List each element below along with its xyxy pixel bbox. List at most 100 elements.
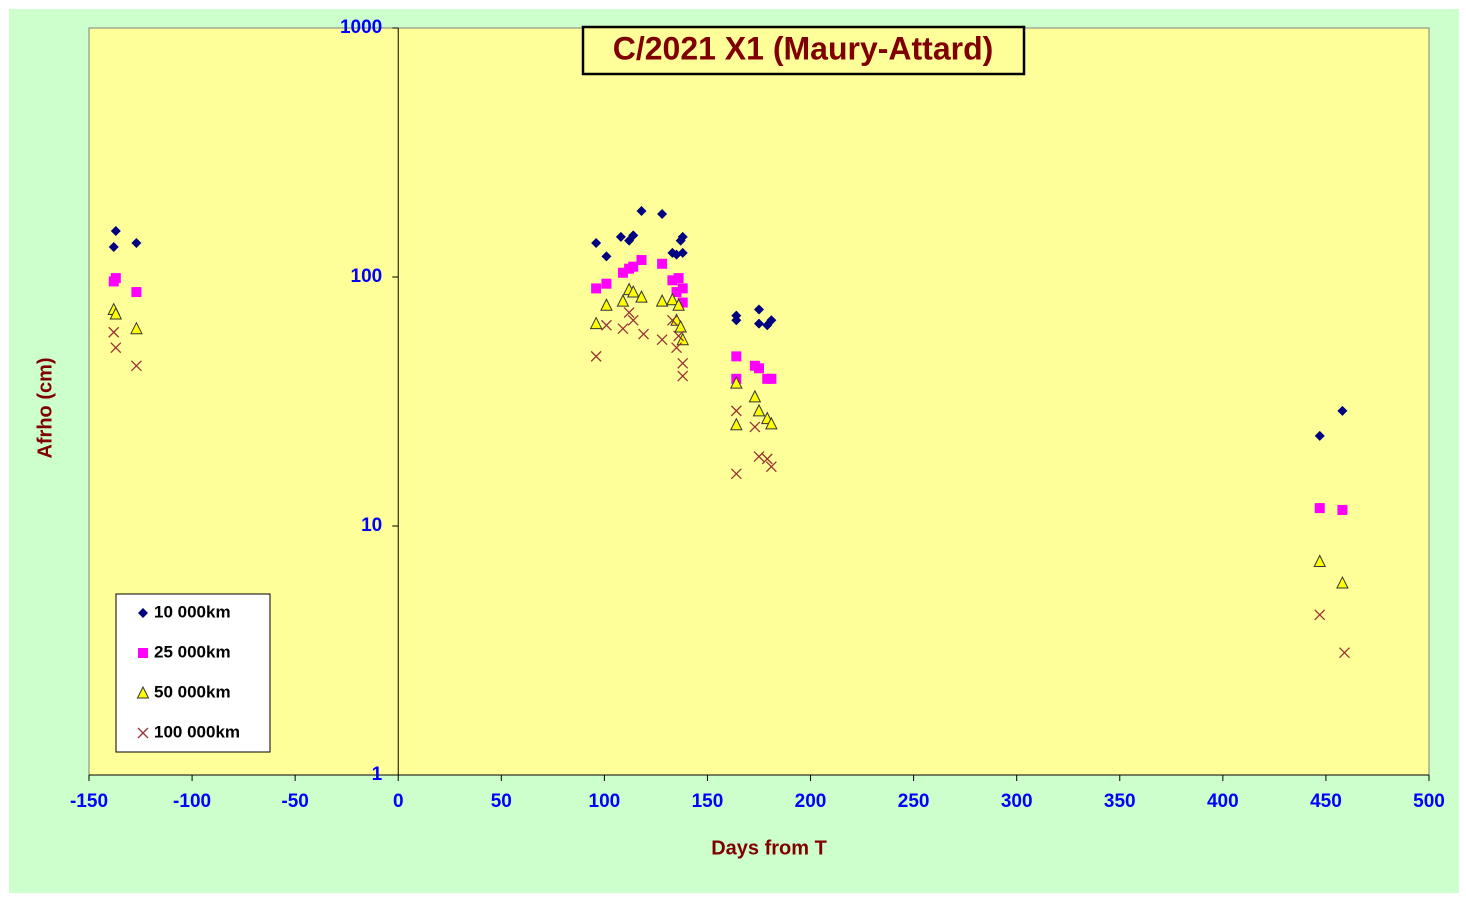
marker-x (765, 461, 777, 473)
legend-label: 100 000km (154, 722, 240, 741)
marker-triangle (130, 321, 143, 335)
marker-x (1314, 609, 1326, 621)
y-tick-label: 1 (372, 764, 383, 785)
marker-triangle (730, 375, 743, 389)
marker-triangle (616, 294, 630, 307)
marker-triangle (109, 306, 123, 320)
marker-square (657, 258, 668, 269)
marker-diamond (677, 247, 688, 258)
marker-x (677, 370, 689, 382)
marker-x (677, 357, 689, 369)
marker-diamond (131, 237, 142, 248)
marker-diamond (110, 226, 121, 237)
marker-triangle (1336, 575, 1349, 589)
marker-x (753, 451, 765, 463)
legend-label: 50 000km (154, 682, 231, 701)
marker-triangle (600, 298, 613, 311)
marker-triangle (730, 417, 743, 431)
marker-square (636, 255, 647, 266)
marker-diamond (1314, 430, 1325, 441)
marker-triangle (748, 389, 762, 403)
x-tick-label: 0 (393, 791, 404, 812)
marker-x (673, 330, 685, 342)
x-tick-label: 500 (1413, 791, 1445, 812)
marker-square (617, 267, 628, 278)
marker-x (666, 314, 678, 326)
marker-diamond (108, 241, 119, 252)
x-tick-label: 450 (1310, 791, 1342, 812)
marker-x (590, 350, 602, 362)
marker-square (673, 273, 684, 284)
marker-x (749, 421, 761, 433)
x-tick-label: 350 (1104, 791, 1136, 812)
legend (115, 593, 271, 753)
marker-x (600, 319, 612, 331)
marker-x (617, 323, 629, 335)
marker-x (638, 328, 650, 340)
x-tick-label: 250 (898, 791, 930, 812)
marker-square (1314, 503, 1325, 514)
marker-x (130, 360, 142, 372)
title-box (581, 25, 1026, 76)
legend-label: 25 000km (154, 642, 231, 661)
marker-square (110, 273, 121, 284)
marker-diamond (667, 247, 678, 258)
marker-diamond (754, 318, 764, 329)
marker-x (761, 453, 773, 465)
marker-square (671, 287, 682, 298)
x-tick-label: 100 (589, 791, 621, 812)
x-tick-label: -100 (173, 791, 211, 812)
y-tick-label: 10 (361, 515, 382, 536)
x-tick-label: -50 (281, 791, 308, 812)
marker-square (131, 287, 142, 298)
chart-title: C/2021 X1 (Maury-Attard) (613, 30, 994, 66)
marker-diamond (636, 206, 647, 217)
marker-diamond (1337, 405, 1348, 416)
marker-square (731, 351, 742, 362)
marker-diamond (591, 237, 602, 248)
marker-x (627, 314, 639, 326)
marker-square (591, 283, 602, 294)
x-tick-label: 400 (1207, 791, 1239, 812)
marker-diamond (628, 230, 639, 241)
marker-x (671, 342, 682, 354)
marker-diamond (731, 315, 742, 326)
marker-x (656, 334, 668, 346)
marker-triangle (626, 284, 640, 298)
marker-square (628, 261, 639, 272)
marker-diamond (657, 209, 668, 220)
marker-square (754, 363, 764, 374)
marker-square (601, 278, 612, 289)
marker-diamond (766, 315, 777, 326)
x-tick-label: 50 (491, 791, 512, 812)
marker-x (730, 405, 742, 417)
marker-x (1339, 647, 1350, 659)
marker-triangle (666, 292, 679, 306)
marker-diamond (677, 231, 688, 242)
x-tick-label: -150 (70, 791, 108, 812)
marker-x (108, 326, 120, 338)
marker-square (1337, 504, 1348, 515)
y-tick-label: 1000 (340, 17, 382, 38)
marker-square (667, 275, 678, 286)
marker-square (138, 648, 148, 658)
x-tick-label: 300 (1001, 791, 1033, 812)
marker-triangle (1313, 554, 1327, 568)
x-tick-label: 200 (795, 791, 827, 812)
marker-triangle (752, 403, 766, 417)
marker-diamond (615, 231, 626, 242)
marker-diamond (601, 251, 612, 262)
marker-diamond (754, 304, 764, 315)
marker-diamond (138, 608, 148, 618)
marker-triangle (765, 416, 778, 430)
marker-square (766, 373, 777, 384)
marker-triangle (136, 685, 150, 699)
plot-layer (88, 27, 1430, 781)
marker-triangle (674, 319, 687, 333)
marker-x (730, 468, 742, 480)
y-tick-label: 100 (351, 266, 383, 287)
marker-x (110, 342, 122, 354)
marker-triangle (655, 294, 669, 307)
